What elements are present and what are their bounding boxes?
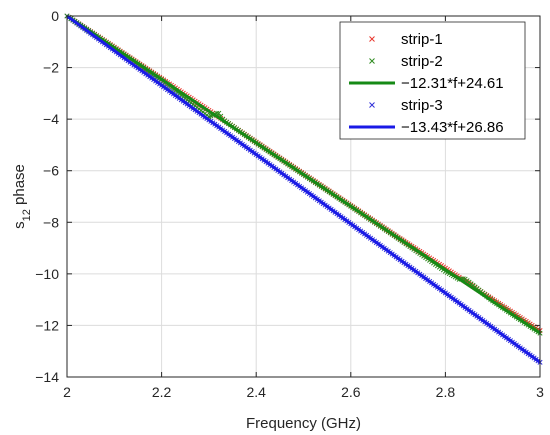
y-tick-label: −4 [43,111,59,127]
legend-entry: −12.31*f+24.61 [349,75,504,92]
x-tick-label: 3 [536,384,544,400]
data-point [216,110,222,116]
legend-marker [369,102,375,108]
legend-label: strip-3 [401,97,443,114]
y-tick-label: −6 [43,163,59,179]
legend-entry: −13.43*f+26.86 [349,119,504,136]
legend-label: −13.43*f+26.86 [401,119,504,136]
series-−12.31*f+24.61 [66,14,541,335]
y-tick-label: −8 [43,214,59,230]
series-layer [64,13,543,365]
tick-labels: 2 2.2 2.4 2.6 2.8 3 0 −2 −4 −6 −8 −10 −12 −14 [35,8,544,400]
legend-entry: strip-3 [369,97,443,114]
series-−13.43*f+26.86 [66,14,541,364]
y-axis-label: s12 phase [11,164,33,229]
x-tick-label: 2.4 [246,384,266,400]
fit-line [66,14,541,364]
legend-entry: strip-2 [369,53,443,70]
legend-label: strip-1 [401,31,443,48]
y-tick-label: −12 [35,317,59,333]
plot-frame [66,15,541,378]
x-axis-label: Frequency (GHz) [246,415,361,432]
legend-label: −12.31*f+24.61 [401,75,504,92]
x-tick-label: 2.2 [152,384,172,400]
legend-marker [369,36,375,42]
fit-line [66,14,541,335]
y-tick-label: −10 [35,266,59,282]
y-tick-label: 0 [51,8,59,24]
legend-label: strip-2 [401,53,443,70]
y-axis-label-main: s [11,221,28,229]
x-tick-label: 2.6 [341,384,361,400]
legend-marker [369,58,375,64]
x-tick-label: 2 [63,384,71,400]
x-tick-label: 2.8 [436,384,456,400]
y-axis-label-rest: phase [11,164,28,209]
legend-entry: strip-1 [369,31,443,48]
y-tick-label: −2 [43,60,59,76]
legend: strip-1 strip-2 −12.31*f+24.61 strip-3 −13.4… [339,21,526,140]
y-tick-label: −14 [35,369,59,385]
ticks [66,15,541,378]
legend-box [339,21,526,140]
y-axis-label-subscript: 12 [21,209,33,221]
